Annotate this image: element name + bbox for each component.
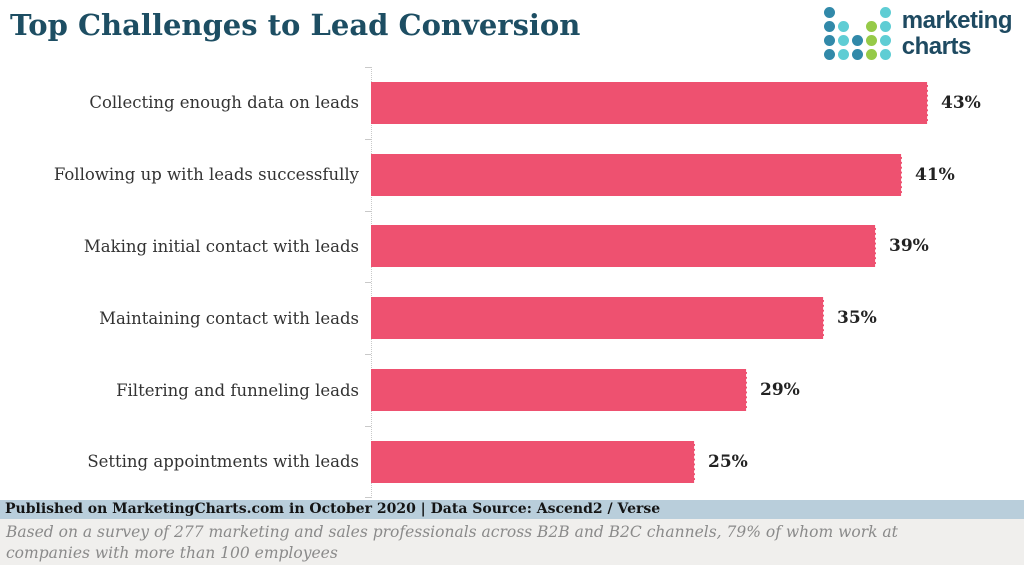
logo-text-line1: marketing xyxy=(901,6,1013,34)
category-label: Collecting enough data on leads xyxy=(89,93,359,113)
logo-dot-icon xyxy=(823,35,835,46)
value-label: 39% xyxy=(889,236,929,257)
marketingcharts-logo: marketing charts xyxy=(823,6,1013,60)
bar-area: 41% xyxy=(371,139,1024,211)
chart-row: Making initial contact with leads 39% xyxy=(0,211,1024,283)
category-label: Setting appointments with leads xyxy=(87,452,359,472)
bar-area: 43% xyxy=(371,67,1024,139)
logo-dot-icon xyxy=(851,35,863,46)
axis-tick xyxy=(365,67,371,68)
chart-row: Maintaining contact with leads 35% xyxy=(0,282,1024,354)
axis-tick xyxy=(365,282,371,283)
chart-row: Filtering and funneling leads 29% xyxy=(0,354,1024,426)
logo-dot-icon xyxy=(823,49,835,60)
bar xyxy=(371,297,824,340)
bar-area: 25% xyxy=(371,426,1024,498)
page-title: Top Challenges to Lead Conversion xyxy=(10,8,581,42)
category-label: Making initial contact with leads xyxy=(83,236,359,256)
axis-tick xyxy=(365,354,371,355)
footnote: Based on a survey of 277 marketing and s… xyxy=(0,519,1024,565)
chart-row: Setting appointments with leads 25% xyxy=(0,426,1024,498)
chart-row: Collecting enough data on leads 43% xyxy=(0,67,1024,139)
axis-tick xyxy=(365,497,371,498)
bar xyxy=(371,225,876,268)
logo-dot-icon xyxy=(865,49,877,60)
category-label: Maintaining contact with leads xyxy=(99,308,359,328)
logo-dot-icon xyxy=(851,49,863,60)
bar xyxy=(371,153,902,196)
logo-text: marketing charts xyxy=(901,6,1013,60)
logo-dot-icon xyxy=(837,49,849,60)
logo-dot-empty xyxy=(852,7,863,18)
logo-dot-icon xyxy=(837,35,849,46)
bar-chart: Collecting enough data on leads 43% Follow… xyxy=(0,67,1024,498)
axis-tick xyxy=(365,211,371,212)
value-label: 25% xyxy=(708,451,748,472)
category-label: Following up with leads successfully xyxy=(53,165,359,185)
logo-dot-icon xyxy=(879,21,891,32)
published-source-bar: Published on MarketingCharts.com in Octo… xyxy=(0,500,1024,519)
axis-tick xyxy=(365,426,371,427)
bar-area: 35% xyxy=(371,282,1024,354)
logo-dot-empty xyxy=(852,21,863,32)
bar-area: 39% xyxy=(371,211,1024,283)
logo-dot-icon xyxy=(879,35,891,46)
logo-dot-icon xyxy=(837,21,849,32)
logo-text-line2: charts xyxy=(901,32,972,60)
logo-dot-icon xyxy=(865,35,877,46)
logo-dot-icon xyxy=(823,21,835,32)
bar xyxy=(371,440,695,483)
logo-dot-icon xyxy=(823,7,835,18)
category-label: Filtering and funneling leads xyxy=(116,380,359,400)
logo-dot-icon xyxy=(879,7,891,18)
logo-dot-icon xyxy=(879,49,891,60)
value-label: 43% xyxy=(941,92,981,113)
bar xyxy=(371,369,747,412)
value-label: 35% xyxy=(837,308,877,329)
logo-dot-empty xyxy=(866,7,877,18)
value-label: 29% xyxy=(760,380,800,401)
logo-dot-icon xyxy=(865,21,877,32)
axis-tick xyxy=(365,139,371,140)
logo-dots-icon xyxy=(823,7,891,60)
value-label: 41% xyxy=(915,164,955,185)
chart-row: Following up with leads successfully 41% xyxy=(0,139,1024,211)
y-axis-line xyxy=(371,67,372,498)
logo-dot-empty xyxy=(838,7,849,18)
bar-area: 29% xyxy=(371,354,1024,426)
bar xyxy=(371,81,928,124)
